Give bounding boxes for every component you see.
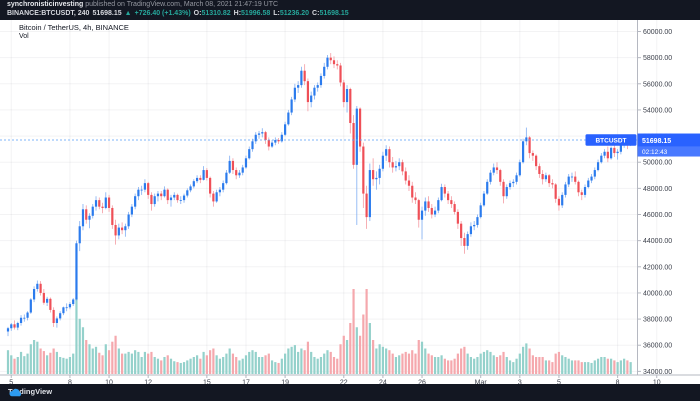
svg-text:36000.00: 36000.00	[643, 343, 672, 350]
close-value: 51698.15	[319, 10, 349, 17]
svg-text:58000.00: 58000.00	[643, 55, 672, 62]
attribution-line: synchronisticinvesting published on Trad…	[7, 1, 278, 8]
svg-text:60000.00: 60000.00	[643, 29, 672, 36]
svg-text:46000.00: 46000.00	[643, 212, 672, 219]
close-label: C:	[312, 10, 320, 17]
tradingview-logo[interactable]: TradingView	[8, 387, 53, 397]
footer-bar: TradingView	[0, 384, 700, 401]
svg-text:19: 19	[281, 380, 289, 385]
svg-text:02:12:43: 02:12:43	[642, 149, 668, 156]
svg-text:10: 10	[105, 380, 113, 385]
svg-text:22: 22	[340, 380, 348, 385]
price-change: +726.40 (+1.43%)	[134, 10, 191, 17]
svg-text:48000.00: 48000.00	[643, 186, 672, 193]
change-arrow-icon: ▲	[124, 10, 132, 17]
svg-text:17: 17	[242, 380, 250, 385]
svg-text:Mar: Mar	[475, 380, 488, 385]
svg-text:3: 3	[518, 380, 522, 385]
svg-text:42000.00: 42000.00	[643, 264, 672, 271]
svg-text:40000.00: 40000.00	[643, 290, 672, 297]
svg-text:5: 5	[557, 380, 561, 385]
price-chart-svg[interactable]: 60000.0058000.0056000.0054000.0052000.00…	[0, 20, 700, 384]
svg-text:24: 24	[379, 380, 387, 385]
symbol-interval: BINANCE:BTCUSDT, 240	[7, 10, 90, 17]
svg-text:5: 5	[9, 380, 13, 385]
svg-text:56000.00: 56000.00	[643, 81, 672, 88]
svg-text:54000.00: 54000.00	[643, 107, 672, 114]
svg-text:51698.15: 51698.15	[642, 138, 671, 145]
open-label: O:	[193, 10, 202, 17]
header-last-price: 51698.15	[92, 10, 122, 17]
header-bar: synchronisticinvesting published on Trad…	[0, 0, 700, 20]
svg-text:10: 10	[653, 380, 661, 385]
svg-text:8: 8	[68, 380, 72, 385]
cloud-icon	[9, 388, 22, 397]
open-value: 51310.82	[201, 10, 231, 17]
svg-text:38000.00: 38000.00	[643, 317, 672, 324]
svg-text:50000.00: 50000.00	[643, 160, 672, 167]
volume-pane	[6, 289, 632, 374]
grid-lines	[0, 20, 658, 375]
time-axis[interactable]: 5 8 10 12 15 17 19 22 24 26 Mar 3 5 8 10	[0, 374, 700, 385]
low-value: 51236.20	[279, 10, 310, 17]
svg-text:34000.00: 34000.00	[643, 369, 672, 376]
svg-text:BTCUSDT: BTCUSDT	[595, 138, 626, 145]
candles	[6, 53, 632, 337]
attribution-text: published on TradingView.com, March 08, …	[83, 1, 279, 8]
low-label: L:	[273, 10, 280, 17]
chart-legend: Bitcoin / TetherUS, 4h, BINANCE	[19, 23, 129, 32]
last-price-label: BTCUSDT 51698.15 02:12:43	[585, 133, 700, 157]
svg-text:26: 26	[418, 380, 426, 385]
svg-text:44000.00: 44000.00	[643, 238, 672, 245]
price-axis[interactable]: 60000.0058000.0056000.0054000.0052000.00…	[637, 20, 673, 376]
tradingview-logo-text: TradingView	[8, 387, 53, 396]
svg-text:8: 8	[616, 380, 620, 385]
symbol-info-line: BINANCE:BTCUSDT, 240 51698.15 ▲ +726.40 (+1…	[7, 10, 349, 17]
high-value: 51996.58	[241, 10, 271, 17]
chart-panel[interactable]: 60000.0058000.0056000.0054000.0052000.00…	[0, 20, 700, 384]
volume-indicator-label: Vol	[19, 32, 29, 40]
high-label: H:	[233, 10, 242, 17]
username: synchronisticinvesting	[7, 1, 84, 8]
svg-text:15: 15	[203, 380, 211, 385]
svg-text:12: 12	[144, 380, 152, 385]
